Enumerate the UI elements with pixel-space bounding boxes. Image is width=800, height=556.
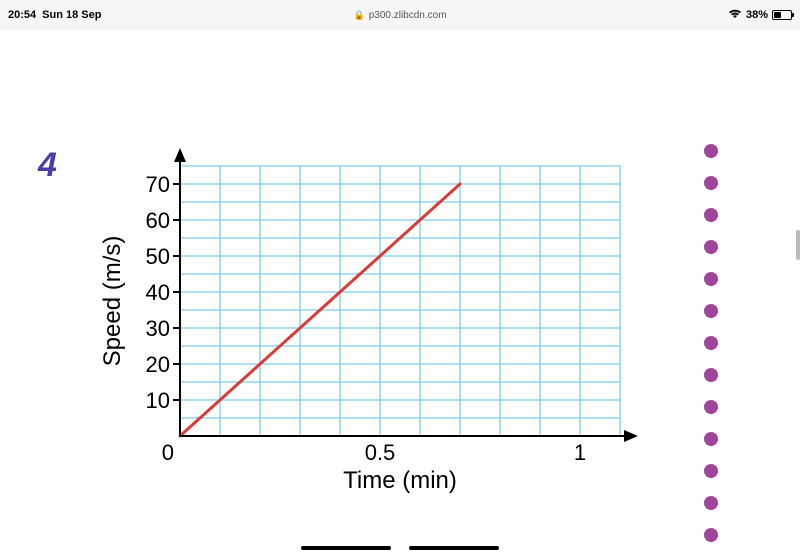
margin-dot — [704, 400, 718, 414]
svg-text:20: 20 — [146, 352, 170, 377]
status-time: 20:54 — [8, 9, 36, 21]
status-date: Sun 18 Sep — [42, 9, 101, 21]
margin-dot — [704, 272, 718, 286]
margin-dot — [704, 176, 718, 190]
margin-dot — [704, 464, 718, 478]
wifi-icon — [728, 9, 742, 22]
svg-text:0.5: 0.5 — [365, 440, 396, 465]
status-left: 20:54 Sun 18 Sep — [8, 9, 101, 21]
svg-text:60: 60 — [146, 208, 170, 233]
margin-dot — [704, 528, 718, 542]
margin-dot — [704, 368, 718, 382]
lock-icon: 🔒 — [353, 10, 364, 21]
status-center: 🔒 p300.zlibcdn.com — [353, 10, 446, 21]
margin-dot — [704, 208, 718, 222]
page-content: 4 10 20 30 40 50 60 70 0 0.5 1 Time (min) Speed (m/… — [0, 30, 800, 556]
svg-text:1: 1 — [574, 440, 586, 465]
margin-dots — [704, 144, 718, 542]
margin-dot — [704, 240, 718, 254]
svg-text:50: 50 — [146, 244, 170, 269]
svg-text:Time (min): Time (min) — [343, 467, 457, 494]
status-bar: 20:54 Sun 18 Sep 🔒 p300.zlibcdn.com 38% — [0, 0, 800, 30]
question-number: 4 — [38, 146, 57, 185]
margin-dot — [704, 304, 718, 318]
battery-pct: 38% — [746, 9, 768, 21]
scroll-indicator[interactable] — [796, 230, 800, 260]
speed-time-chart: 10 20 30 40 50 60 70 0 0.5 1 Time (min) Speed (m/s) — [95, 138, 640, 501]
margin-dot — [704, 432, 718, 446]
battery-icon — [772, 10, 792, 20]
margin-dot — [704, 144, 718, 158]
svg-text:30: 30 — [146, 316, 170, 341]
status-right: 38% — [728, 9, 792, 22]
margin-dot — [704, 336, 718, 350]
svg-text:70: 70 — [146, 172, 170, 197]
svg-text:Speed (m/s): Speed (m/s) — [99, 236, 126, 367]
margin-dot — [704, 496, 718, 510]
svg-text:0: 0 — [162, 440, 174, 465]
svg-text:40: 40 — [146, 280, 170, 305]
home-indicator — [301, 546, 499, 550]
svg-text:10: 10 — [146, 388, 170, 413]
chart-svg: 10 20 30 40 50 60 70 0 0.5 1 Time (min) Speed (m/s) — [95, 138, 640, 496]
status-url: p300.zlibcdn.com — [369, 10, 447, 21]
